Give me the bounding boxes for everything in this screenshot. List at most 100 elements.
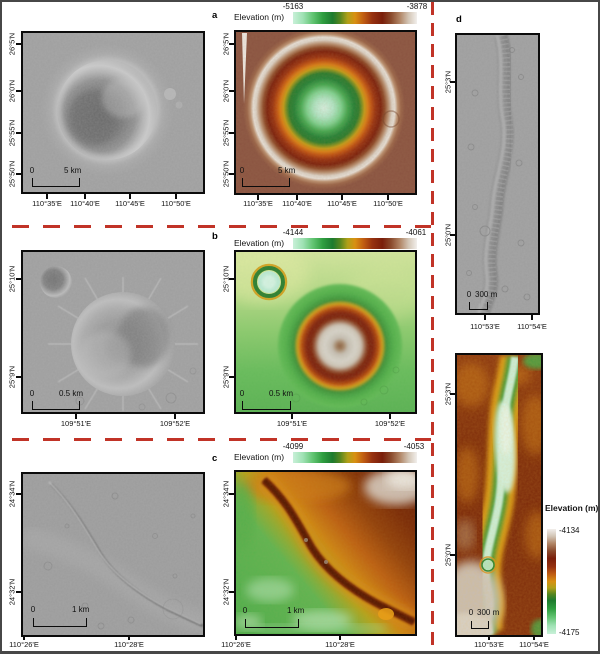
- coordinate-label: 110°35'E: [243, 199, 273, 208]
- tick-mark: [235, 636, 237, 640]
- colorbar-max-c: -4053: [403, 442, 425, 451]
- dashed-separator-vertical: [431, 2, 434, 651]
- tick-mark: [229, 376, 234, 378]
- scalebar-distance: 5 km: [64, 166, 82, 175]
- ctx-map-d: [455, 33, 540, 315]
- coordinate-label: 109°52'E: [374, 419, 406, 428]
- scalebar-bracket: [469, 302, 488, 310]
- tick-mark: [533, 637, 535, 640]
- scalebar-distance: 5 km: [278, 166, 296, 175]
- coordinate-label: 110°45'E: [327, 199, 357, 208]
- coordinate-label: 110°40'E: [70, 199, 100, 208]
- tick-mark: [450, 234, 455, 236]
- coordinate-label: 110°28'E: [114, 640, 144, 649]
- ctx-map-row2: [21, 250, 205, 414]
- colorbar-title-d: Elevation (m): [545, 503, 599, 513]
- tick-mark: [129, 194, 131, 199]
- coordinate-label: 110°53'E: [474, 640, 504, 649]
- coordinate-label: 109°51'E: [276, 419, 308, 428]
- tick-mark: [488, 637, 490, 640]
- ctx-map-row1: [21, 31, 205, 194]
- dem-image-esker: [457, 355, 541, 635]
- ctx-image-crater-large: [23, 33, 203, 192]
- colorbar-max-b: -4061: [405, 228, 427, 237]
- ctx-image-esker: [457, 35, 538, 313]
- dem-map-d: [455, 353, 543, 637]
- scalebar-zero: 0: [29, 166, 35, 175]
- tick-mark: [16, 591, 21, 593]
- tick-mark: [128, 637, 130, 640]
- colorbar-c: [293, 452, 417, 463]
- panel-letter-c: c: [212, 453, 218, 464]
- tick-mark: [174, 414, 176, 419]
- dashed-separator-row2: [12, 438, 431, 441]
- tick-mark: [291, 414, 293, 419]
- tick-mark: [229, 43, 234, 45]
- dem-map-a: [234, 30, 417, 195]
- panel-letter-a: a: [212, 10, 218, 21]
- tick-mark: [229, 278, 234, 280]
- colorbar-b: [293, 238, 417, 249]
- scalebar-bracket: [32, 401, 80, 410]
- tick-mark: [229, 493, 234, 495]
- colorbar-title-b: Elevation (m): [234, 238, 285, 248]
- colorbar-min-b: -4144: [282, 228, 304, 237]
- tick-mark: [339, 636, 341, 640]
- tick-mark: [16, 376, 21, 378]
- dem-image-ridge: [236, 472, 415, 634]
- coordinate-label: 110°28'E: [325, 640, 355, 649]
- coordinate-label: 110°26'E: [221, 640, 251, 649]
- coordinate-label: 110°50'E: [161, 199, 191, 208]
- coordinate-label: 110°54'E: [519, 640, 549, 649]
- colorbar-max-a: -3878: [406, 2, 428, 11]
- colorbar-min-c: -4099: [282, 442, 304, 451]
- coordinate-label: 109°51'E: [60, 419, 92, 428]
- tick-mark: [75, 414, 77, 419]
- scalebar-bracket: [245, 619, 299, 628]
- colorbar-title-c: Elevation (m): [234, 452, 285, 462]
- scalebar-distance: 1 km: [72, 605, 90, 614]
- coordinate-label: 109°52'E: [159, 419, 191, 428]
- colorbar-d: [547, 529, 556, 634]
- scalebar-bracket: [242, 401, 291, 410]
- scalebar-distance: 300 m: [477, 608, 500, 617]
- tick-mark: [387, 195, 389, 200]
- scalebar-distance: 300 m: [475, 290, 498, 299]
- ctx-image-ridge: [23, 474, 203, 635]
- scalebar-distance: 0.5 km: [59, 389, 84, 398]
- ctx-map-row3: [21, 472, 205, 637]
- tick-mark: [450, 393, 455, 395]
- colorbar-a: [293, 12, 417, 24]
- coordinate-label: 110°53'E: [470, 322, 500, 331]
- panel-letter-d: d: [456, 14, 462, 25]
- panel-letter-b: b: [212, 231, 218, 242]
- dem-map-c: [234, 470, 417, 636]
- coordinate-label: 110°50'E: [373, 199, 403, 208]
- scalebar-zero: 0: [29, 389, 35, 398]
- scalebar-bracket: [471, 621, 489, 629]
- tick-mark: [341, 195, 343, 200]
- scalebar-zero: 0: [466, 290, 472, 299]
- coordinate-label: 110°40'E: [282, 199, 312, 208]
- scalebar-zero: 0: [239, 389, 245, 398]
- tick-mark: [257, 195, 259, 200]
- colorbar-min-a: -5163: [282, 2, 304, 11]
- tick-mark: [84, 194, 86, 199]
- dem-image-mound: [236, 252, 415, 412]
- scalebar-zero: 0: [468, 608, 474, 617]
- tick-mark: [229, 173, 234, 175]
- scalebar-bracket: [33, 618, 87, 627]
- scalebar-distance: 1 km: [287, 606, 305, 615]
- scalebar-zero: 0: [242, 606, 248, 615]
- dem-map-b: [234, 250, 417, 414]
- tick-mark: [296, 195, 298, 200]
- coordinate-label: 110°45'E: [115, 199, 145, 208]
- tick-mark: [16, 278, 21, 280]
- tick-mark: [531, 315, 533, 320]
- scalebar-bracket: [32, 178, 80, 187]
- coordinate-label: 110°35'E: [32, 199, 62, 208]
- tick-mark: [16, 173, 21, 175]
- ctx-image-mound: [23, 252, 203, 412]
- colorbar-min-d: -4175: [559, 628, 580, 637]
